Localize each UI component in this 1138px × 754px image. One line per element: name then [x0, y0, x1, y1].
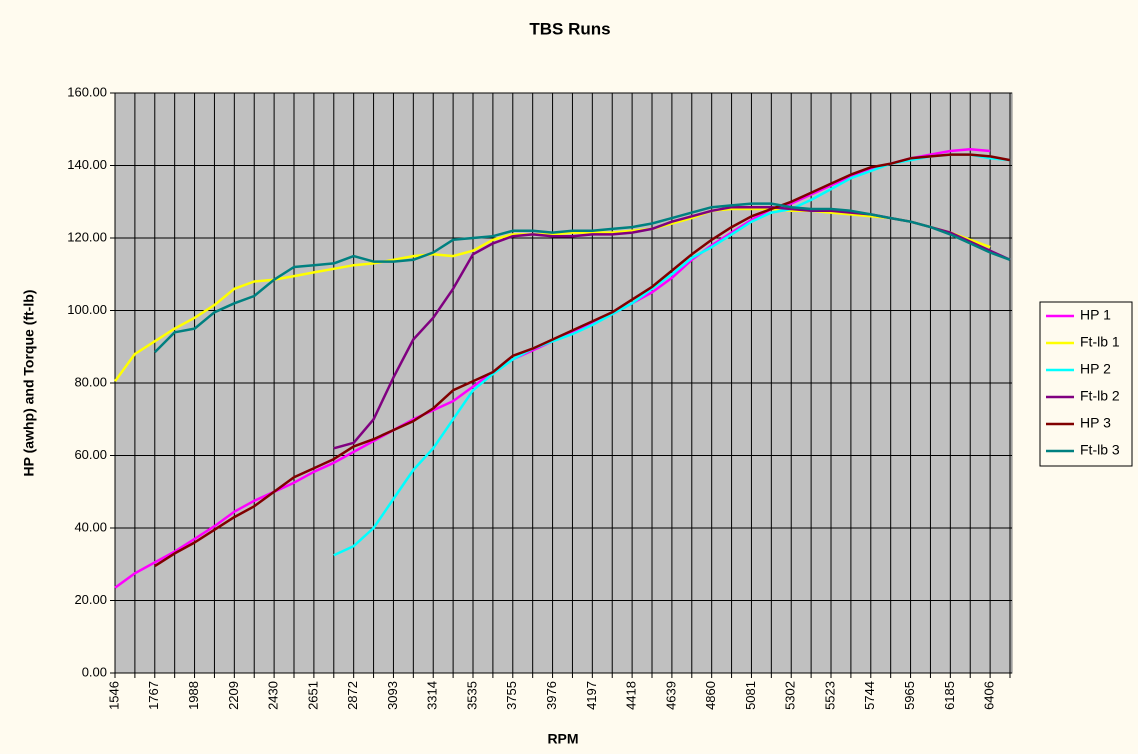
x-tick-label: 3755	[504, 681, 519, 710]
x-tick-label: 1988	[186, 681, 201, 710]
y-axis-title: HP (awhp) and Torque (ft-lb)	[21, 290, 37, 477]
x-tick-label: 5523	[822, 681, 837, 710]
series-line	[154, 153, 1011, 568]
y-tick-label: 40.00	[74, 519, 107, 534]
x-tick-label: 2651	[305, 681, 320, 710]
series-line	[113, 207, 991, 382]
y-tick-label: 100.00	[67, 302, 107, 317]
x-tick-label: 5744	[862, 681, 877, 710]
legend-label: Ft-lb 3	[1080, 442, 1120, 458]
x-tick-label: 6185	[942, 681, 957, 710]
x-tick-label: 2430	[266, 681, 281, 710]
x-tick-label: 3976	[544, 681, 559, 710]
y-tick-label: 160.00	[67, 84, 107, 99]
x-tick-label: 3093	[385, 681, 400, 710]
x-tick-label: 4197	[584, 681, 599, 710]
legend-label: HP 3	[1080, 415, 1111, 431]
x-tick-label: 6406	[982, 681, 997, 710]
x-axis-title: RPM	[547, 731, 578, 747]
x-tick-label: 4639	[663, 681, 678, 710]
x-tick-label: 4418	[624, 681, 639, 710]
y-tick-label: 120.00	[67, 229, 107, 244]
chart-title: TBS Runs	[529, 19, 610, 38]
x-tick-label: 5302	[783, 681, 798, 710]
x-tick-label: 1546	[106, 681, 121, 710]
x-tick-label: 3535	[464, 681, 479, 710]
legend-label: HP 1	[1080, 307, 1111, 323]
x-tick-label: 5081	[743, 681, 758, 710]
x-tick-label: 1767	[146, 681, 161, 710]
legend-label: Ft-lb 1	[1080, 334, 1120, 350]
legend-box	[1039, 301, 1133, 467]
x-tick-label: 3314	[425, 681, 440, 710]
legend-label: HP 2	[1080, 361, 1111, 377]
series-line	[153, 202, 1011, 354]
x-tick-label: 4860	[703, 681, 718, 710]
y-tick-label: 60.00	[74, 447, 107, 462]
y-tick-label: 20.00	[74, 592, 107, 607]
legend-label: Ft-lb 2	[1080, 388, 1120, 404]
x-tick-label: 5965	[902, 681, 917, 710]
y-tick-label: 80.00	[74, 374, 107, 389]
y-tick-label: 140.00	[67, 157, 107, 172]
x-tick-label: 2209	[226, 681, 241, 710]
x-tick-label: 2872	[345, 681, 360, 710]
y-tick-label: 0.00	[82, 664, 107, 679]
